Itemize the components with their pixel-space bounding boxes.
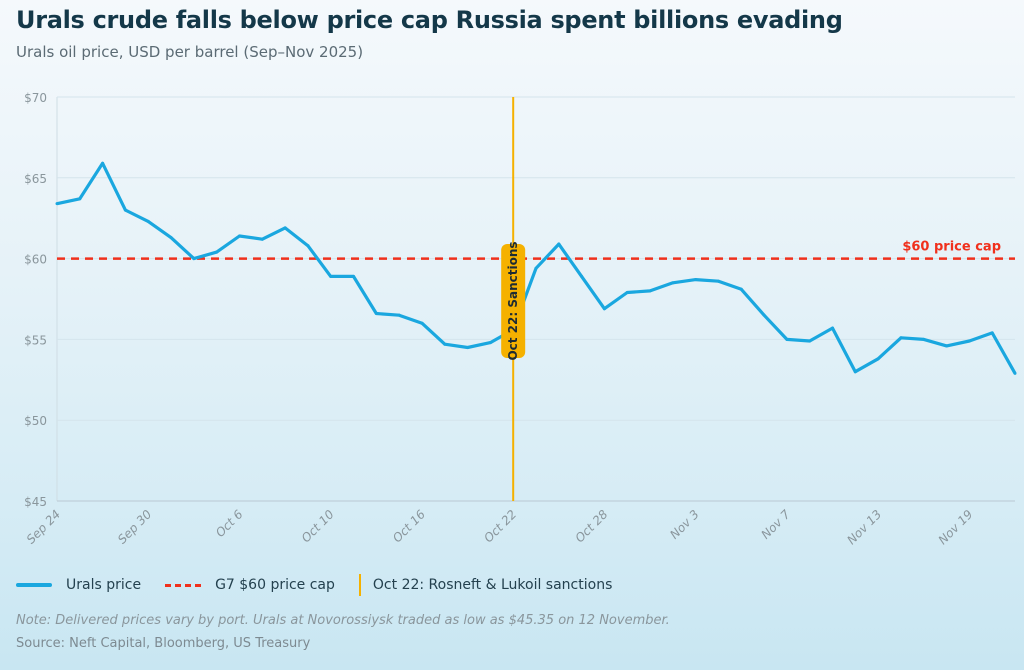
legend: Urals price G7 $60 price cap Oct 22: Ros… — [16, 574, 636, 596]
data-point — [945, 344, 949, 348]
sanctions-badge: Oct 22: Sanctions — [501, 241, 526, 361]
y-tick-label: $55 — [24, 333, 47, 347]
data-point — [78, 197, 82, 201]
x-tick-label: Sep 30 — [115, 507, 155, 547]
data-point — [374, 312, 378, 316]
legend-label-urals: Urals price — [66, 577, 142, 593]
data-point — [785, 337, 789, 341]
data-point — [739, 287, 743, 291]
x-tick-label: Sep 24 — [24, 507, 63, 546]
data-point — [1013, 371, 1017, 375]
legend-label-price-cap: G7 $60 price cap — [215, 577, 335, 593]
data-point — [580, 274, 584, 278]
data-point — [146, 219, 150, 223]
legend-swatch-sanctions — [358, 574, 361, 596]
y-tick-label: $50 — [24, 414, 47, 428]
x-tick-label: Nov 7 — [758, 507, 793, 542]
x-tick-label: Oct 22 — [481, 507, 519, 545]
data-point — [352, 274, 356, 278]
legend-label-sanctions: Oct 22: Rosneft & Lukoil sanctions — [372, 577, 613, 593]
price-cap-label: $60 price cap — [902, 240, 1001, 255]
chart-title: Urals crude falls below price cap Russia… — [16, 6, 843, 34]
data-point — [488, 341, 492, 345]
data-point — [215, 250, 219, 254]
data-point — [922, 337, 926, 341]
y-tick-label: $45 — [24, 495, 47, 509]
data-point — [55, 202, 59, 206]
data-point — [671, 281, 675, 285]
x-tick-label: Nov 19 — [936, 507, 976, 547]
x-tick-label: Oct 10 — [299, 507, 337, 545]
data-point — [443, 342, 447, 346]
x-tick-label: Oct 6 — [213, 507, 246, 540]
y-tick-label: $60 — [24, 253, 47, 267]
grid — [56, 96, 1015, 502]
legend-item-price-cap: G7 $60 price cap — [165, 577, 335, 593]
data-point — [625, 291, 629, 295]
legend-item-urals: Urals price — [16, 577, 141, 593]
sanctions-badge-label: Oct 22: Sanctions — [506, 241, 520, 360]
chart-subtitle: Urals oil price, USD per barrel (Sep–Nov… — [16, 43, 364, 61]
data-point — [283, 226, 287, 230]
data-point — [831, 326, 835, 330]
legend-item-sanctions: Oct 22: Rosneft & Lukoil sanctions — [358, 574, 613, 596]
data-point — [329, 274, 333, 278]
data-point — [967, 339, 971, 343]
data-point — [420, 321, 424, 325]
data-point — [876, 357, 880, 361]
data-point — [466, 345, 470, 349]
data-point — [899, 336, 903, 340]
data-point — [397, 313, 401, 317]
sanctions-badge-bg — [501, 244, 526, 358]
data-point — [808, 339, 812, 343]
y-tick-label: $65 — [24, 172, 47, 186]
chart-source: Source: Neft Capital, Bloomberg, US Trea… — [16, 636, 311, 651]
data-point — [557, 242, 561, 246]
x-axis: Sep 24 Sep 30 Oct 6 Oct 10 Oct 16 Oct 22 Oct 2… — [24, 507, 976, 547]
data-point — [853, 370, 857, 374]
x-tick-label: Oct 28 — [572, 507, 610, 545]
data-point — [101, 161, 105, 165]
data-point — [694, 278, 698, 282]
data-point — [990, 331, 994, 335]
data-points — [55, 161, 1017, 375]
data-point — [306, 244, 310, 248]
data-point — [762, 313, 766, 317]
chart-note: Note: Delivered prices vary by port. Ura… — [16, 613, 670, 628]
y-axis: $45 $50 $55 $60 $65 $70 — [24, 91, 47, 509]
data-point — [602, 307, 606, 311]
data-point — [648, 289, 652, 293]
data-point — [169, 236, 173, 240]
x-tick-label: Nov 13 — [844, 507, 884, 547]
x-tick-label: Oct 16 — [390, 507, 428, 545]
data-point — [192, 257, 196, 261]
data-point — [534, 266, 538, 270]
data-point — [123, 208, 127, 212]
x-tick-label: Nov 3 — [667, 507, 702, 542]
data-point — [260, 237, 264, 241]
legend-swatch-price-cap — [165, 583, 202, 587]
data-point — [716, 279, 720, 283]
y-tick-label: $70 — [24, 91, 47, 105]
data-point — [237, 234, 241, 238]
legend-swatch-urals — [16, 583, 52, 587]
